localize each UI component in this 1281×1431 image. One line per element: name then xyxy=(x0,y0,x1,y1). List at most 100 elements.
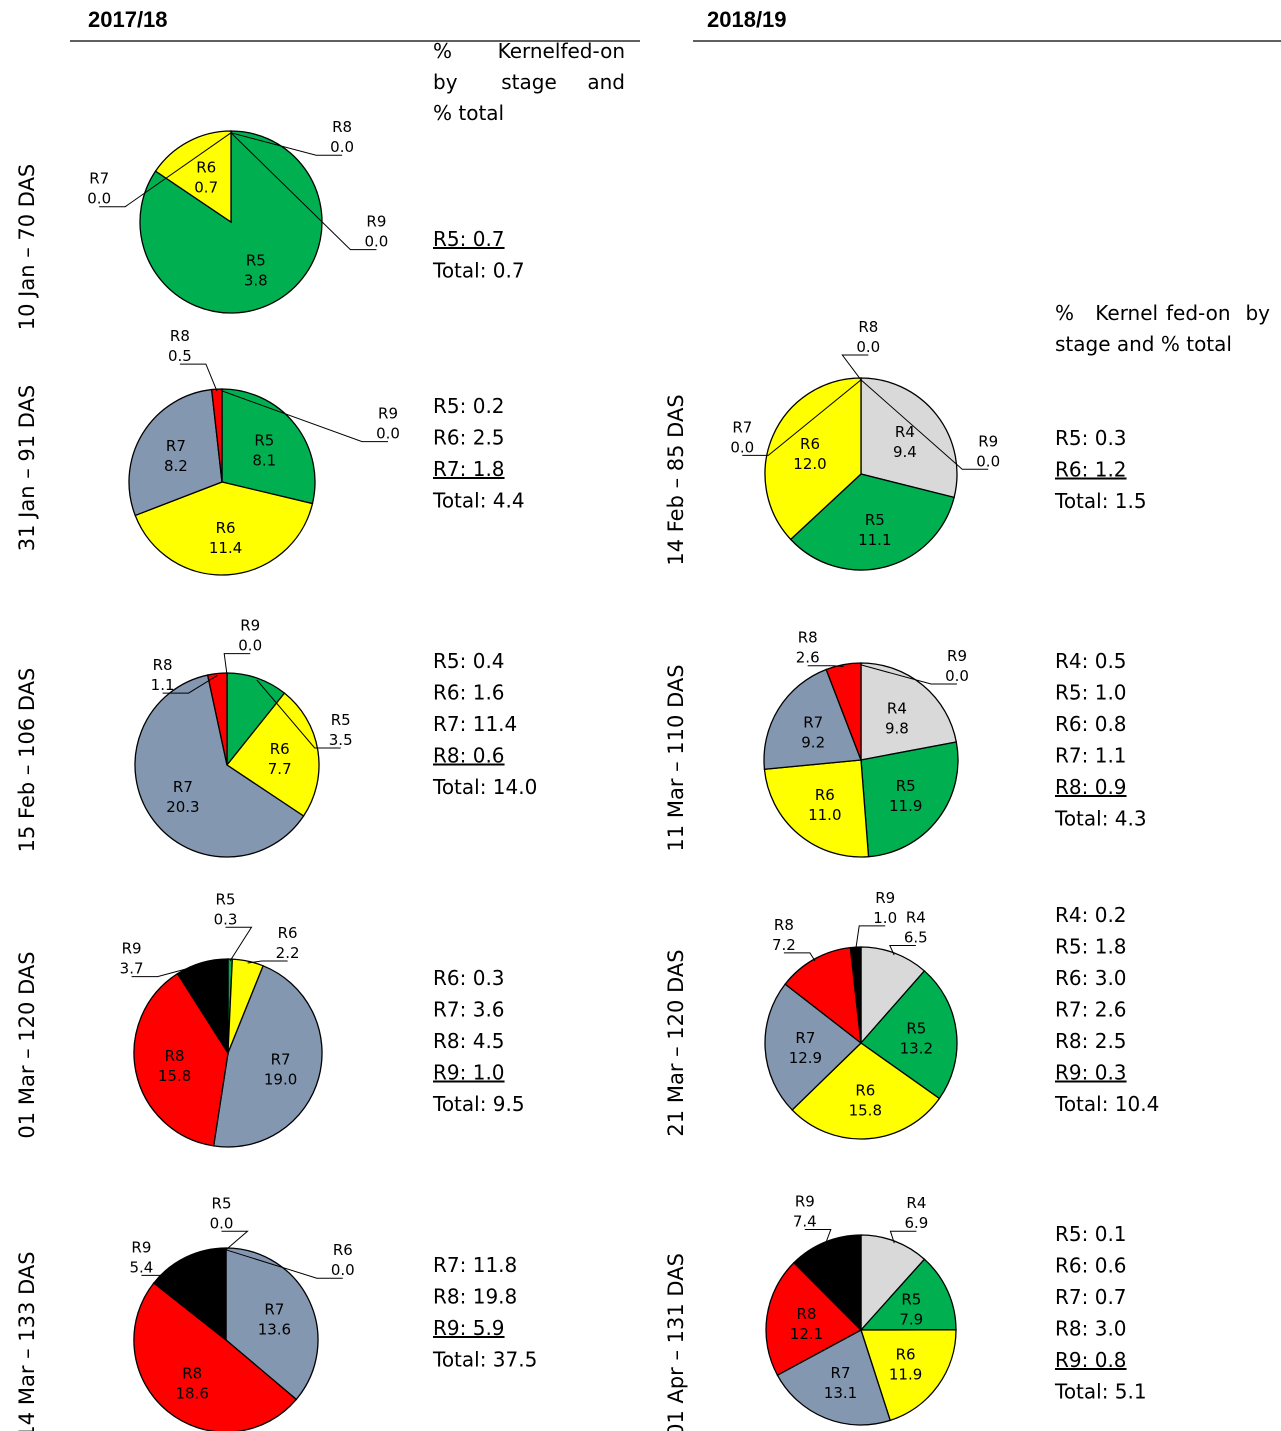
chart-3-label-r5: R5 xyxy=(331,711,351,729)
chart-1-slice-r6 xyxy=(154,130,232,224)
chart-8-label-r7: R7 xyxy=(795,1029,815,1047)
chart-9-slice-r7 xyxy=(776,1329,892,1426)
chart-2-value-r8: 0.5 xyxy=(168,347,192,365)
chart-8-leader-r4 xyxy=(889,945,916,956)
chart-1: R5 3.8 R6 0.7 R7 0.0 R8 0.0 R9 0.0 10 Jan – 70 DAS… xyxy=(15,39,625,330)
chart-6-value-r5: 11.1 xyxy=(858,531,891,549)
pie-charts: R5 3.8 R6 0.7 R7 0.0 R8 0.0 R9 0.0 10 Jan – 70 DAS… xyxy=(15,39,1270,1431)
chart-2: R5 8.1 R6 11.4 R7 8.2 R8 0.5 R9 0.0 31 Jan – 91 DA… xyxy=(15,327,525,576)
chart-8-slice-r5 xyxy=(860,970,958,1100)
chart-2-summary-line: R6: 2.5 xyxy=(433,426,505,450)
chart-6-leader-r9 xyxy=(860,379,989,470)
chart-7-slice-r4 xyxy=(860,662,958,761)
chart-1-summary-header: % Kernel fed-on xyxy=(433,39,625,63)
chart-3-summary-line: R6: 1.6 xyxy=(433,681,505,705)
chart-7-value-r8: 2.6 xyxy=(796,649,820,667)
chart-8-slice-r4 xyxy=(860,946,926,1045)
chart-8-row-label: 21 Mar – 120 DAS xyxy=(664,949,688,1136)
chart-6-summary-line: R6: 1.2 xyxy=(1055,458,1127,482)
chart-9-leader-r4 xyxy=(889,1230,917,1244)
chart-5-value-r8: 18.6 xyxy=(175,1384,208,1402)
chart-6-leader-r7 xyxy=(742,379,862,456)
chart-6-label-r5: R5 xyxy=(865,511,885,529)
chart-2-slice-r6 xyxy=(134,481,314,576)
chart-9-label-r4: R4 xyxy=(906,1194,926,1212)
chart-6-summary-header-word: % xyxy=(1055,301,1074,325)
chart-4-summary-line: R8: 4.5 xyxy=(433,1029,505,1053)
chart-1-value-r7: 0.0 xyxy=(87,190,111,208)
chart-1-value-r9: 0.0 xyxy=(364,233,388,251)
chart-6-slice-r4 xyxy=(860,377,958,499)
chart-2-label-r9: R9 xyxy=(378,405,398,423)
chart-1-leader-r9 xyxy=(230,132,377,251)
chart-5-summary-line: Total: 37.5 xyxy=(432,1348,537,1372)
chart-6-summary-header: stage and % total xyxy=(1055,332,1232,356)
chart-2-leader-r8 xyxy=(179,363,218,392)
chart-1-summary-line: Total: 0.7 xyxy=(432,259,525,283)
chart-1-summary-header: by stage and xyxy=(433,70,625,94)
chart-1-summary-header-word: stage xyxy=(501,70,557,94)
chart-1-summary-header-word: % xyxy=(433,39,452,63)
chart-4-value-r5: 0.3 xyxy=(214,910,238,928)
chart-9-summary-line: R6: 0.6 xyxy=(1055,1254,1127,1278)
chart-8-label-r4: R4 xyxy=(906,909,926,927)
chart-9-value-r9: 7.4 xyxy=(793,1213,817,1231)
chart-2-row-label: 31 Jan – 91 DAS xyxy=(15,385,39,552)
chart-9-leader-r9 xyxy=(804,1229,832,1245)
chart-7-value-r6: 11.0 xyxy=(808,806,841,824)
chart-5-value-r7: 13.6 xyxy=(258,1321,291,1339)
chart-7-label-r9: R9 xyxy=(947,647,967,665)
chart-2-slice-r5 xyxy=(221,388,316,505)
chart-1-label-r6: R6 xyxy=(196,158,216,176)
chart-3-summary-line: Total: 14.0 xyxy=(432,775,537,799)
chart-9-summary-line: R8: 3.0 xyxy=(1055,1317,1127,1341)
chart-8-summary-line: R7: 2.6 xyxy=(1055,998,1127,1022)
chart-5-leader-r6 xyxy=(225,1249,343,1279)
chart-4-slice-r9 xyxy=(176,958,229,1056)
chart-3-value-r5: 3.5 xyxy=(329,731,353,749)
chart-9-summary-line: R7: 0.7 xyxy=(1055,1285,1127,1309)
chart-7-summary-line: R5: 1.0 xyxy=(1055,681,1127,705)
chart-8-label-r8: R8 xyxy=(774,916,794,934)
chart-6-summary-line: R5: 0.3 xyxy=(1055,426,1127,450)
chart-1-summary-header-line: % total xyxy=(433,101,504,125)
chart-9-value-r6: 11.9 xyxy=(889,1365,922,1383)
chart-3-summary-line: R7: 11.4 xyxy=(433,712,517,736)
chart-7-summary-line: R6: 0.8 xyxy=(1055,712,1127,736)
chart-9-summary-line: R9: 0.8 xyxy=(1055,1348,1127,1372)
chart-4-label-r5: R5 xyxy=(216,890,236,908)
chart-2-label-r5: R5 xyxy=(254,432,274,450)
chart-3-value-r9: 0.0 xyxy=(238,637,262,655)
chart-5-label-r6: R6 xyxy=(333,1241,353,1259)
chart-6-value-r4: 9.4 xyxy=(893,443,917,461)
chart-1-label-r9: R9 xyxy=(366,213,386,231)
chart-6-slice-r5 xyxy=(789,473,955,571)
chart-8-slice-r7 xyxy=(764,983,862,1111)
chart-8-summary-line: R5: 1.8 xyxy=(1055,935,1127,959)
chart-7-summary-line: R8: 0.9 xyxy=(1055,775,1127,799)
chart-8-value-r7: 12.9 xyxy=(789,1049,822,1067)
chart-7-row-label: 11 Mar – 110 DAS xyxy=(664,664,688,851)
chart-1-row-label: 10 Jan – 70 DAS xyxy=(15,164,39,331)
chart-9-value-r5: 7.9 xyxy=(899,1311,923,1329)
chart-2-value-r6: 11.4 xyxy=(209,539,242,557)
chart-1-summary-header: % total xyxy=(433,101,504,125)
chart-9-label-r6: R6 xyxy=(896,1345,916,1363)
chart-5-slice-r8 xyxy=(133,1282,298,1431)
chart-8-slice-r6 xyxy=(791,1042,941,1140)
chart-1-summary-header-word: by xyxy=(433,70,458,94)
chart-3-leader-r5 xyxy=(256,679,341,749)
chart-3-leader-r8 xyxy=(162,674,218,694)
chart-3-label-r7: R7 xyxy=(173,778,193,796)
chart-8-summary-line: R9: 0.3 xyxy=(1055,1061,1127,1085)
chart-2-value-r7: 8.2 xyxy=(164,457,188,475)
chart-1-leader-r7 xyxy=(99,132,232,208)
chart-5-row-label: 14 Mar – 133 DAS xyxy=(15,1251,39,1431)
chart-3-slice-r7 xyxy=(134,674,305,858)
chart-4-label-r7: R7 xyxy=(271,1050,291,1068)
chart-4-label-r8: R8 xyxy=(165,1047,185,1065)
chart-1-label-r7: R7 xyxy=(89,170,109,188)
chart-6-label-r7: R7 xyxy=(732,418,752,436)
chart-7-summary-line: R4: 0.5 xyxy=(1055,649,1127,673)
chart-8-label-r6: R6 xyxy=(855,1082,875,1100)
